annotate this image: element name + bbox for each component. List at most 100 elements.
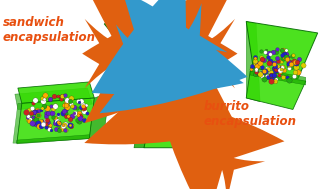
Point	[151, 46, 156, 50]
Point	[193, 107, 198, 110]
Point	[68, 117, 73, 120]
Point	[145, 47, 150, 50]
Point	[173, 101, 178, 104]
Point	[147, 68, 152, 71]
Polygon shape	[17, 98, 94, 143]
Point	[44, 111, 49, 114]
Point	[203, 112, 208, 115]
Point	[194, 44, 200, 47]
Point	[206, 113, 212, 116]
Point	[164, 59, 169, 62]
Point	[175, 96, 181, 99]
Point	[181, 107, 186, 110]
Polygon shape	[154, 75, 194, 93]
Point	[144, 66, 149, 69]
Point	[253, 70, 258, 73]
Point	[178, 110, 183, 113]
Point	[282, 55, 287, 58]
Point	[194, 100, 200, 103]
Point	[169, 37, 174, 40]
Point	[31, 116, 36, 119]
Point	[78, 100, 83, 103]
Point	[48, 129, 53, 132]
Point	[178, 109, 184, 112]
Point	[162, 107, 167, 110]
Point	[177, 44, 182, 47]
Point	[53, 117, 58, 120]
Point	[264, 51, 269, 54]
Polygon shape	[144, 77, 238, 148]
Point	[141, 67, 146, 70]
Point	[170, 53, 175, 57]
Point	[165, 43, 170, 46]
Point	[67, 99, 72, 102]
Point	[66, 99, 71, 102]
Point	[188, 104, 193, 107]
Point	[285, 76, 290, 79]
Point	[63, 128, 69, 131]
Point	[161, 32, 166, 35]
Point	[155, 28, 160, 31]
Point	[44, 107, 50, 110]
Point	[157, 115, 162, 118]
Point	[179, 41, 185, 44]
Polygon shape	[194, 90, 238, 148]
Point	[166, 67, 171, 70]
Point	[182, 34, 187, 37]
Point	[165, 117, 170, 120]
Point	[166, 97, 171, 100]
Point	[162, 29, 167, 32]
Point	[31, 102, 36, 105]
Point	[43, 126, 49, 129]
Point	[70, 105, 75, 108]
Point	[185, 100, 190, 103]
Point	[183, 39, 188, 42]
Point	[194, 97, 199, 100]
Point	[183, 36, 188, 40]
Point	[188, 40, 194, 43]
Point	[121, 51, 126, 54]
Point	[186, 113, 192, 116]
Point	[273, 78, 279, 81]
Point	[164, 112, 169, 115]
Point	[275, 65, 280, 68]
Point	[56, 122, 61, 125]
Point	[257, 72, 262, 75]
Point	[268, 53, 273, 56]
Point	[145, 42, 150, 45]
Point	[191, 98, 196, 101]
Point	[275, 68, 280, 71]
Point	[26, 117, 31, 120]
Point	[283, 55, 288, 58]
Point	[188, 56, 194, 59]
Point	[35, 109, 40, 112]
Point	[138, 52, 143, 55]
Point	[170, 105, 175, 108]
Point	[160, 115, 166, 118]
Point	[191, 106, 196, 109]
Point	[162, 28, 167, 31]
Point	[143, 47, 148, 50]
Point	[252, 56, 257, 59]
Point	[147, 58, 152, 61]
Point	[53, 119, 58, 122]
Point	[155, 118, 160, 121]
Point	[264, 75, 270, 78]
Point	[187, 107, 192, 110]
Point	[198, 53, 204, 56]
Point	[143, 64, 148, 67]
Point	[266, 62, 271, 65]
Point	[173, 125, 178, 129]
Point	[184, 121, 189, 124]
Point	[261, 78, 267, 81]
Point	[262, 59, 267, 62]
Point	[264, 75, 270, 78]
Point	[73, 111, 78, 114]
Point	[287, 61, 292, 64]
Point	[252, 57, 258, 60]
Point	[193, 56, 198, 59]
Point	[178, 121, 183, 124]
Point	[166, 58, 171, 61]
Point	[119, 62, 124, 65]
Polygon shape	[15, 88, 92, 109]
